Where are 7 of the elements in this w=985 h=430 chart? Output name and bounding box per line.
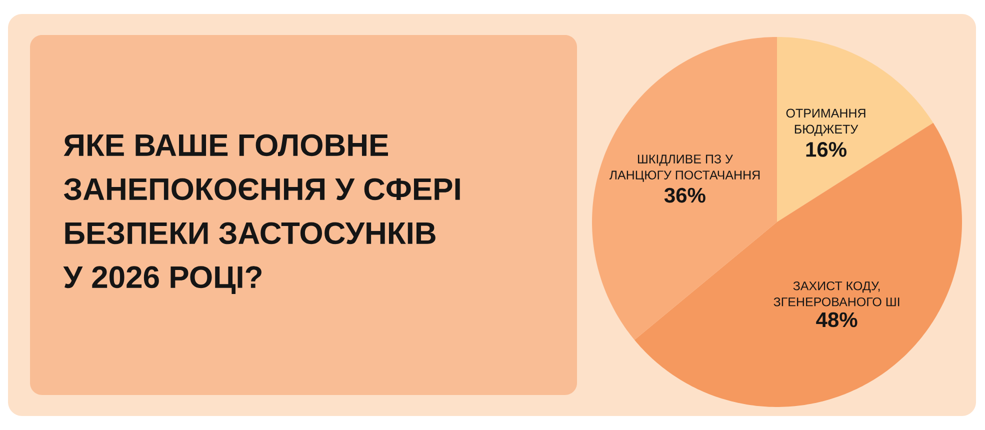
data-label: 16% xyxy=(806,142,846,157)
slice-label: ОТРИМАННЯ БЮДЖЕТУ xyxy=(786,108,866,136)
data-label: 36% xyxy=(664,188,706,203)
slice-label: ШКІДЛИВЕ ПЗ У ЛАНЦЮГУ ПОСТАЧАННЯ xyxy=(609,154,760,182)
slice-label: ЗАХИСТ КОДУ, ЗГЕНЕРОВАНОГО ШІ xyxy=(774,281,900,306)
data-label: 48% xyxy=(816,312,858,328)
text: ЯКЕ ВАШЕ ГОЛОВНЕ ЗАНЕПОКОЄННЯ У СФЕРІ БЕЗПЕКИ ЗАСТОСУНКІВ У 2026 РОЦІ? xyxy=(63,134,460,294)
